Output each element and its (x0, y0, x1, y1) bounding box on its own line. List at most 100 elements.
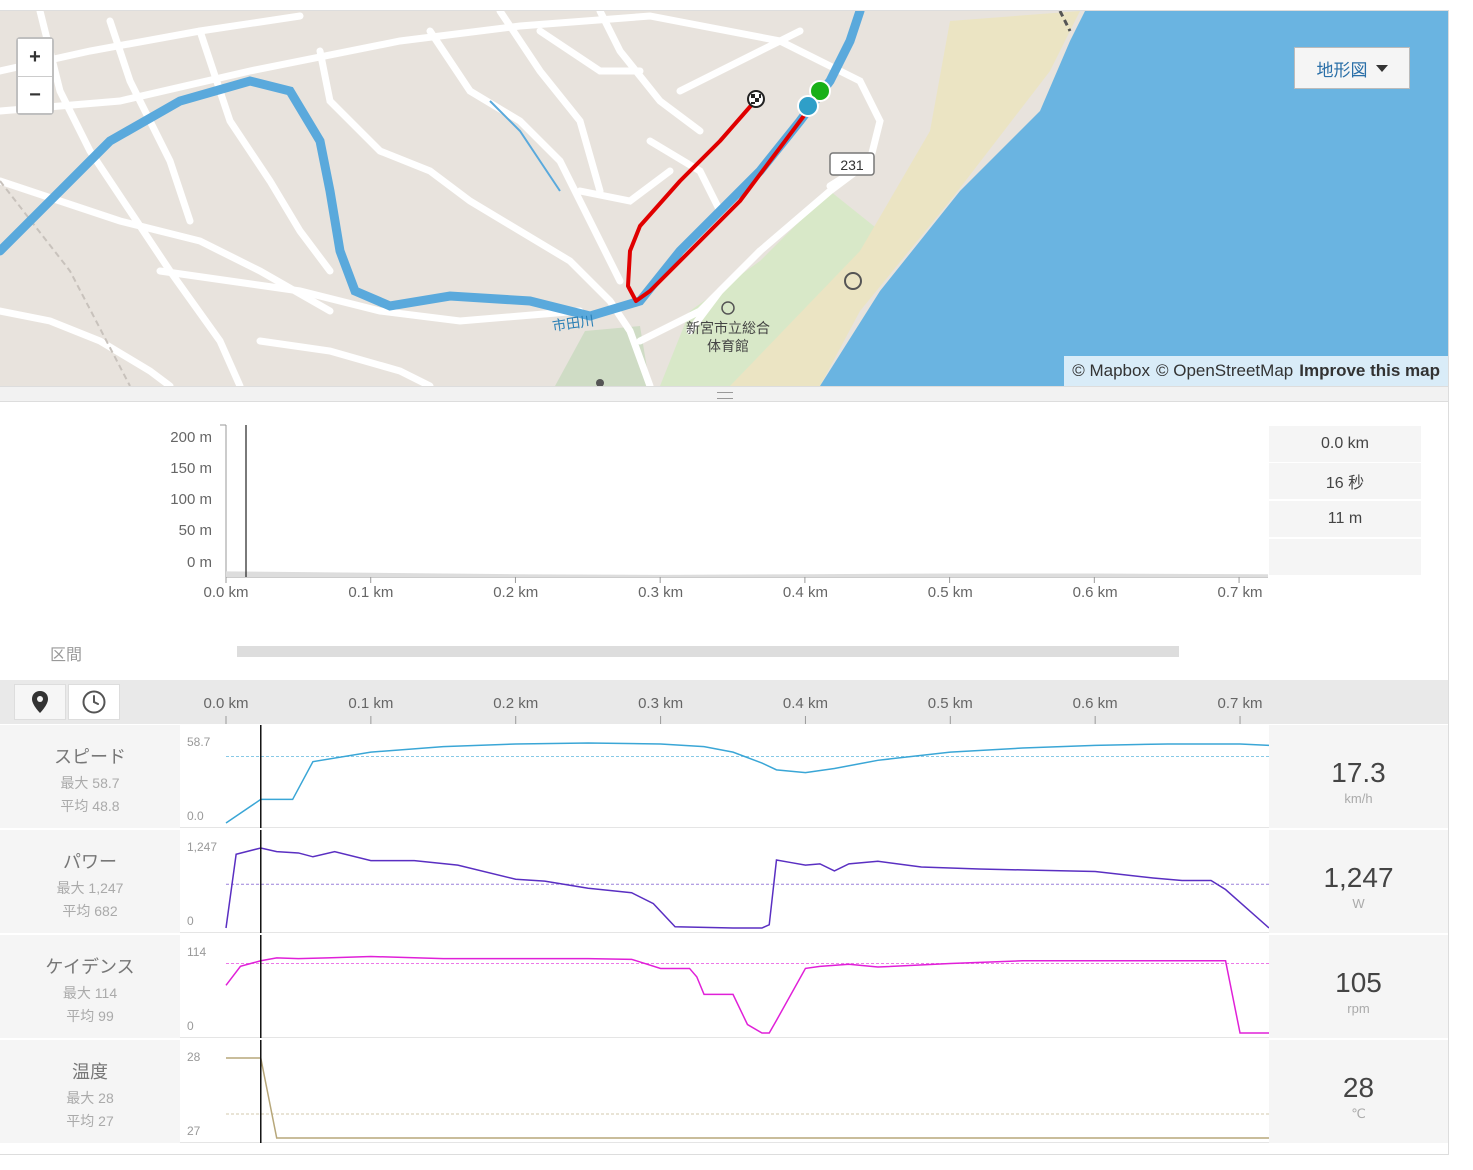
metric-name: パワー (63, 852, 117, 872)
elevation-section: 200 m 150 m 100 m 50 m 0 m 0.0 km 0.1 km 0… (0, 402, 1448, 632)
chart-toolbar: 0.0 km 0.1 km 0.2 km 0.3 km 0.4 km 0.5 km 0.6 … (0, 680, 1448, 724)
cursor-time: 16 秒 (1269, 463, 1421, 499)
metric-unit: W (1352, 896, 1365, 911)
map-resize-handle[interactable] (0, 386, 1448, 402)
map-attribution: © Mapbox © OpenStreetMap Improve this ma… (1064, 356, 1448, 386)
current-position-icon (797, 95, 819, 117)
metric-label-panel: パワー 最大 1,247 平均 682 (0, 830, 180, 933)
metric-plot[interactable]: 114 0 (180, 935, 1269, 1038)
metric-value-panel: 28 ℃ (1269, 1040, 1448, 1143)
checker-pattern (751, 94, 761, 104)
map-layer-label: 地形図 (1316, 60, 1368, 80)
clock-icon (82, 690, 106, 714)
poi-dot-icon (596, 379, 604, 386)
metric-avg: 平均 682 (62, 903, 118, 919)
toolbar-x-tick-label: 0.5 km (927, 695, 973, 712)
route-shield (829, 152, 875, 176)
elevation-area (226, 571, 1268, 577)
zoom-out-button[interactable]: − (18, 76, 52, 113)
cursor-info-empty (1269, 539, 1421, 575)
metric-plot[interactable]: 58.7 0.0 (180, 725, 1269, 828)
elev-x-tick-label: 0.7 km (1217, 584, 1263, 601)
metric-max: 最大 114 (62, 985, 118, 1001)
metric-line-chart[interactable] (180, 1040, 1269, 1143)
metric-avg: 平均 48.8 (60, 798, 120, 814)
metric-value-panel: 105 rpm (1269, 935, 1448, 1038)
time-axis-button[interactable] (68, 684, 120, 720)
park-area-2 (555, 326, 650, 386)
cursor-distance: 0.0 km (1269, 426, 1421, 462)
metric-row-temp: 温度 最大 28 平均 27 28 27 28 ℃ (0, 1040, 1448, 1144)
elev-y-tick: 0 m (186, 554, 212, 571)
segment-bar[interactable] (237, 646, 1179, 657)
metric-max: 最大 58.7 (60, 775, 120, 791)
series-line-temp (226, 1057, 1269, 1139)
elev-y-tick: 50 m (178, 522, 212, 539)
metric-current-value: 17.3 (1331, 757, 1386, 788)
map-canvas[interactable]: 231 市田川 新宮市立総合 体育館 (0, 11, 1448, 386)
elev-x-tick-label: 0.1 km (348, 584, 394, 601)
elev-x-tick-label: 0.3 km (638, 584, 684, 601)
metric-ymin-label: 27 (187, 1124, 201, 1138)
metric-avg: 平均 99 (66, 1008, 114, 1024)
attribution-osm-link[interactable]: © OpenStreetMap (1155, 361, 1294, 380)
metric-row-power: パワー 最大 1,247 平均 682 1,247 0 1,247 W (0, 830, 1448, 934)
gym-poi-icon (721, 301, 735, 315)
metric-name: スピード (54, 747, 126, 767)
metric-unit: rpm (1347, 1001, 1370, 1016)
content-frame (0, 10, 1449, 1155)
improve-map-link[interactable]: Improve this map (1299, 361, 1440, 380)
metric-ymax-label: 1,247 (187, 840, 218, 854)
metric-max: 最大 28 (66, 1090, 114, 1106)
metric-plot[interactable]: 28 27 (180, 1040, 1269, 1143)
segment-label: 区間 (50, 647, 83, 664)
metric-current-value: 28 (1342, 1072, 1375, 1103)
elevation-chart[interactable] (210, 417, 1270, 607)
metric-unit: km/h (1344, 791, 1373, 806)
route-map[interactable]: 231 市田川 新宮市立総合 体育館 + − 地形図 © Mapbox © Op… (0, 11, 1448, 386)
sea-area (820, 11, 1448, 386)
caret-down-icon (1375, 64, 1388, 72)
metric-label-panel: スピード 最大 58.7 平均 48.8 (0, 725, 180, 828)
metric-current-value: 1,247 (1323, 862, 1394, 893)
metric-max: 最大 1,247 (56, 880, 124, 896)
metric-plot[interactable]: 1,247 0 (180, 830, 1269, 933)
series-line-cadence (225, 955, 1269, 1034)
zoom-in-button[interactable]: + (18, 39, 52, 76)
gym-label-line1: 新宮市立総合 (686, 320, 770, 337)
stream-line (489, 100, 561, 192)
attribution-mapbox-link[interactable]: © Mapbox (1072, 361, 1150, 380)
route-shield-label: 231 (840, 157, 864, 173)
metric-line-chart[interactable] (180, 830, 1269, 933)
elev-x-tick-label: 0.5 km (927, 584, 973, 601)
beach-area (730, 11, 1080, 386)
metric-avg: 平均 27 (66, 1113, 114, 1129)
map-layer-dropdown[interactable]: 地形図 (1294, 47, 1410, 89)
elev-x-tick-label: 0.6 km (1072, 584, 1118, 601)
elev-y-tick: 150 m (170, 460, 212, 477)
elev-x-tickmarks (225, 577, 1240, 583)
elev-x-tick-label: 0.0 km (203, 584, 249, 601)
poi-circle-icon (844, 272, 862, 290)
metric-line-chart[interactable] (180, 725, 1269, 828)
elev-y-tick: 200 m (170, 429, 212, 446)
start-marker-icon (809, 80, 831, 102)
metric-name: 温度 (72, 1062, 108, 1082)
metric-value-panel: 17.3 km/h (1269, 725, 1448, 828)
metric-value-panel: 1,247 W (1269, 830, 1448, 933)
series-line-power (225, 847, 1269, 929)
series-line-speed (225, 742, 1269, 824)
pier-line (1058, 11, 1072, 32)
metric-label-panel: 温度 最大 28 平均 27 (0, 1040, 180, 1143)
metric-ymin-label: 0.0 (187, 809, 204, 823)
gym-label-line2: 体育館 (707, 338, 749, 355)
route-line (626, 99, 817, 303)
metric-ymin-label: 0 (187, 914, 194, 928)
toolbar-x-tick-label: 0.7 km (1217, 695, 1263, 712)
metric-row-cadence: ケイデンス 最大 114 平均 99 114 0 105 rpm (0, 935, 1448, 1039)
elev-y-tick: 100 m (170, 491, 212, 508)
metric-line-chart[interactable] (180, 935, 1269, 1038)
distance-axis-button[interactable] (14, 684, 66, 720)
cursor-elevation: 11 m (1269, 501, 1421, 537)
toolbar-x-tick-label: 0.4 km (782, 695, 828, 712)
